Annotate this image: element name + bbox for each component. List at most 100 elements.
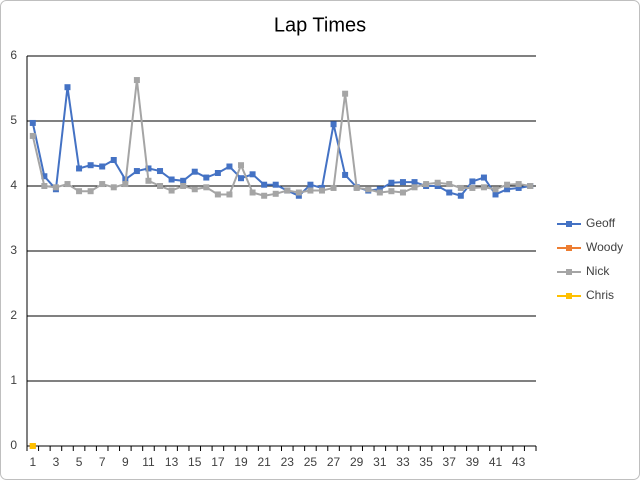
x-tick-label: 17 [211, 455, 225, 469]
marker [238, 162, 245, 169]
marker [469, 184, 476, 191]
marker [191, 168, 198, 175]
marker [145, 177, 152, 184]
marker [411, 184, 418, 191]
marker [423, 181, 430, 188]
marker [504, 186, 511, 193]
marker [307, 181, 314, 188]
x-tick-label: 43 [512, 455, 526, 469]
x-tick-label: 1 [29, 455, 36, 469]
marker [238, 175, 245, 182]
marker [261, 181, 268, 188]
x-tick-label: 15 [188, 455, 202, 469]
marker [469, 178, 476, 185]
marker [492, 191, 499, 198]
marker [110, 184, 117, 191]
marker [376, 186, 383, 193]
marker [272, 181, 279, 188]
marker [99, 163, 106, 170]
x-tick-label: 39 [466, 455, 480, 469]
marker [64, 181, 71, 188]
y-tick-label: 2 [10, 308, 17, 322]
y-tick-label: 1 [10, 373, 17, 387]
marker [214, 170, 221, 176]
marker [249, 171, 256, 178]
marker [295, 192, 302, 199]
legend-marker [566, 245, 572, 251]
marker [249, 189, 256, 196]
x-tick-label: 7 [99, 455, 106, 469]
marker [515, 181, 522, 188]
y-tick-label: 5 [10, 113, 17, 127]
marker [353, 184, 360, 191]
x-tick-label: 13 [165, 455, 179, 469]
marker [434, 179, 441, 186]
y-tick-label: 0 [10, 438, 17, 452]
x-tick-label: 23 [281, 455, 295, 469]
marker [527, 183, 534, 189]
x-tick-label: 37 [443, 455, 457, 469]
marker [446, 189, 453, 196]
marker [203, 184, 210, 191]
marker [411, 179, 418, 186]
marker [457, 192, 464, 199]
x-tick-label: 33 [396, 455, 410, 469]
marker [318, 187, 325, 194]
marker [388, 179, 395, 186]
legend-label: Woody [586, 240, 623, 254]
marker [214, 191, 221, 198]
marker [133, 168, 140, 175]
marker [330, 121, 337, 128]
marker [284, 187, 291, 194]
marker [480, 184, 487, 191]
marker [272, 190, 279, 197]
marker [157, 183, 164, 189]
marker [261, 192, 268, 199]
marker [41, 173, 48, 180]
marker [203, 174, 210, 181]
marker [226, 163, 233, 170]
marker [388, 188, 395, 195]
marker [87, 162, 94, 169]
marker [342, 171, 349, 178]
marker [446, 181, 453, 188]
x-tick-label: 35 [419, 455, 433, 469]
legend-label: Chris [586, 288, 614, 302]
marker [434, 183, 441, 189]
marker [191, 186, 198, 193]
marker [307, 187, 314, 194]
legend-marker [566, 221, 572, 227]
marker [376, 189, 383, 196]
marker [457, 184, 464, 191]
marker [180, 183, 187, 189]
y-tick-label: 3 [10, 243, 17, 257]
chart-title: Lap Times [274, 14, 366, 36]
marker [76, 188, 83, 195]
marker [342, 90, 349, 97]
x-tick-label: 3 [53, 455, 60, 469]
marker [64, 84, 71, 91]
marker [399, 189, 406, 196]
marker [399, 179, 406, 186]
marker [157, 168, 164, 175]
x-tick-label: 11 [142, 455, 155, 469]
x-tick-label: 9 [122, 455, 129, 469]
marker [87, 188, 94, 195]
marker [133, 77, 140, 84]
marker [226, 191, 233, 198]
marker [52, 184, 59, 191]
marker [330, 184, 337, 191]
marker [29, 132, 36, 139]
marker [76, 165, 83, 172]
marker [168, 176, 175, 183]
marker [122, 181, 129, 188]
x-tick-label: 19 [234, 455, 248, 469]
marker [99, 181, 106, 188]
x-tick-label: 31 [373, 455, 387, 469]
marker [504, 181, 511, 188]
marker [180, 177, 187, 184]
marker [515, 184, 522, 191]
legend-marker [566, 293, 572, 299]
